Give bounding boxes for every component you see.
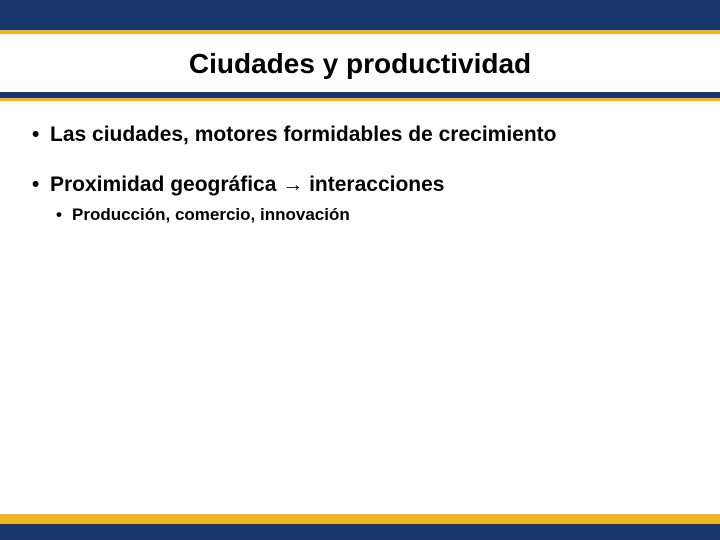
bullet-list-lvl1: Las ciudades, motores formidables de cre… [30, 123, 690, 225]
bullet-text: Proximidad geográfica → interacciones [50, 173, 444, 196]
header-navy-bar [0, 0, 720, 30]
title-area: Ciudades y productividad [0, 34, 720, 92]
title-divider [0, 92, 720, 101]
list-item: Producción, comercio, innovación [50, 205, 690, 225]
bullet-text: Producción, comercio, innovación [72, 205, 350, 224]
bullet-text-part: interacciones [309, 173, 444, 196]
footer-gold-bar [0, 514, 720, 524]
list-item: Las ciudades, motores formidables de cre… [30, 123, 690, 147]
list-item: Proximidad geográfica → interacciones Pr… [30, 173, 690, 225]
bullet-text-part: Proximidad geográfica [50, 173, 282, 196]
arrow-icon: → [282, 173, 303, 196]
bullet-list-lvl2: Producción, comercio, innovación [50, 205, 690, 225]
slide-title: Ciudades y productividad [0, 48, 720, 80]
content-area: Las ciudades, motores formidables de cre… [0, 101, 720, 225]
bullet-text: Las ciudades, motores formidables de cre… [50, 123, 557, 146]
footer-bars [0, 514, 720, 540]
footer-navy-bar [0, 524, 720, 540]
